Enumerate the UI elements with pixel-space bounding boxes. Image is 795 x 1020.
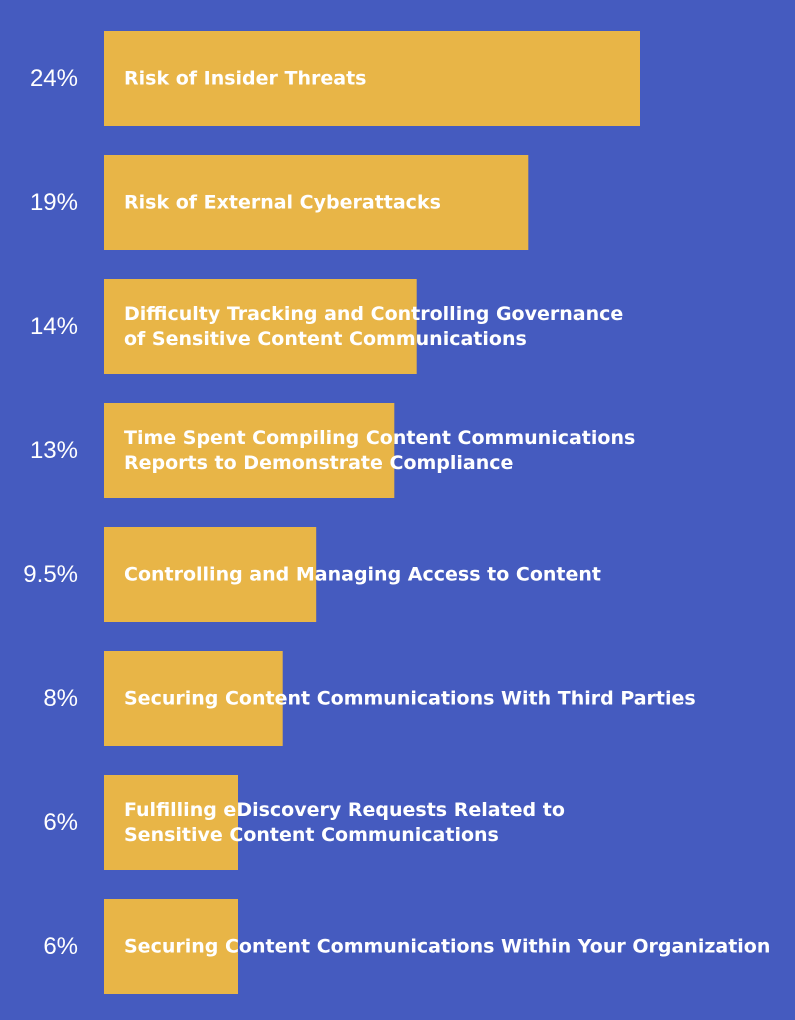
bar-5: [104, 527, 317, 622]
bar-3: [104, 279, 417, 374]
bars-group: [104, 31, 640, 994]
category-label-7-line-2: Sensitive Content Communications: [124, 824, 499, 846]
value-label-4: 13%: [30, 437, 78, 464]
category-label-7: Fulfilling eDiscovery Requests Related t…: [124, 799, 565, 846]
value-label-2: 19%: [30, 189, 78, 216]
category-label-5: Controlling and Managing Access to Conte…: [124, 564, 601, 586]
category-label-5-line-1: Controlling and Managing Access to Conte…: [124, 564, 601, 586]
category-label-2-line-1: Risk of External Cyberattacks: [124, 192, 441, 214]
category-label-3: Difficulty Tracking and Controlling Gove…: [124, 303, 623, 350]
bar-1: [104, 31, 640, 126]
value-label-3: 14%: [30, 313, 78, 340]
bar-6: [104, 651, 283, 746]
value-label-5: 9.5%: [23, 561, 78, 588]
value-label-6: 8%: [43, 685, 78, 712]
category-label-1-line-1: Risk of Insider Threats: [124, 68, 366, 90]
category-label-7-line-1: Fulfilling eDiscovery Requests Related t…: [124, 799, 565, 821]
category-label-4: Time Spent Compiling Content Communicati…: [124, 427, 635, 474]
bar-8: [104, 899, 238, 994]
category-labels-group: Risk of Insider Threats Risk of External …: [124, 68, 770, 958]
category-label-4-line-2: Reports to Demonstrate Compliance: [124, 452, 513, 474]
category-label-8: Securing Content Communications Within Y…: [124, 936, 770, 958]
value-label-1: 24%: [30, 65, 78, 92]
value-label-8: 6%: [43, 933, 78, 960]
category-label-6: Securing Content Communications With Thi…: [124, 688, 696, 710]
category-label-3-line-1: Difficulty Tracking and Controlling Gove…: [124, 303, 623, 325]
bar-7: [104, 775, 238, 870]
category-label-2: Risk of External Cyberattacks: [124, 192, 441, 214]
bar-2: [104, 155, 529, 250]
category-label-8-line-1: Securing Content Communications Within Y…: [124, 936, 770, 958]
category-label-4-line-1: Time Spent Compiling Content Communicati…: [124, 427, 635, 449]
bar-4: [104, 403, 395, 498]
category-label-6-line-1: Securing Content Communications With Thi…: [124, 688, 696, 710]
value-labels-group: 24% 19% 14% 13% 9.5% 8% 6% 6%: [23, 65, 78, 960]
category-label-3-line-2: of Sensitive Content Communications: [124, 328, 527, 350]
category-label-1: Risk of Insider Threats: [124, 68, 366, 90]
value-label-7: 6%: [43, 809, 78, 836]
